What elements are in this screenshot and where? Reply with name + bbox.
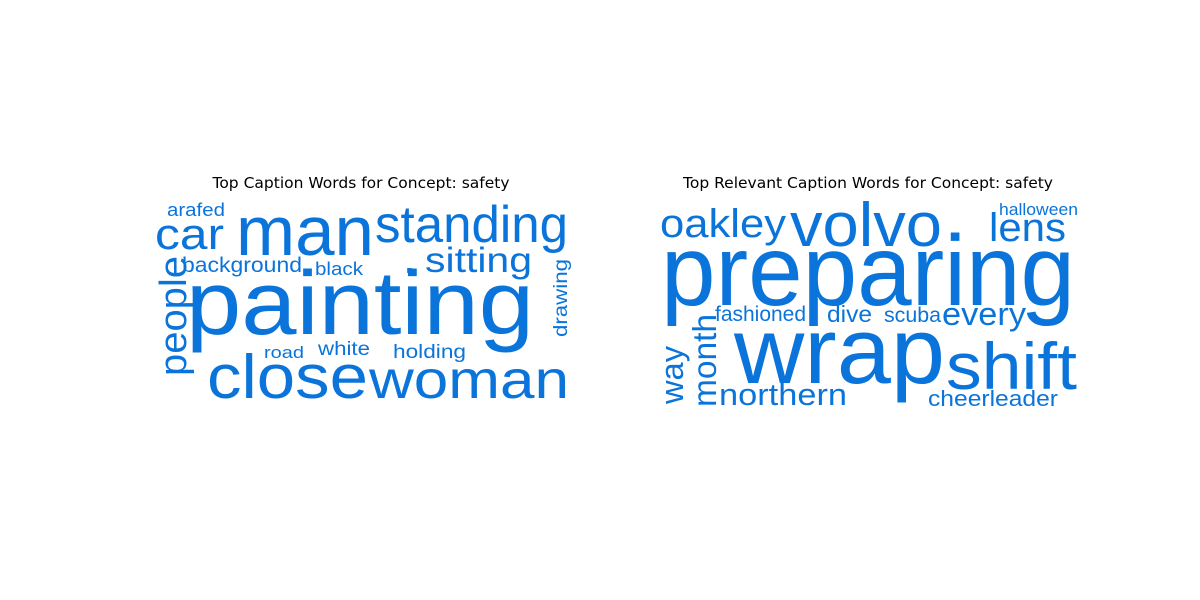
word-painting: painting — [186, 254, 534, 354]
word-period-right: . — [949, 205, 960, 247]
word-sitting: sitting — [425, 241, 532, 280]
word-black: black — [315, 259, 364, 279]
word-road: road — [264, 343, 304, 362]
cloud-title-left: Top Caption Words for Concept: safety — [212, 174, 510, 192]
word-standing: standing — [375, 196, 568, 254]
word-oakley: oakley — [660, 202, 786, 246]
word-wrap: wrap — [733, 298, 945, 403]
word-woman: woman — [368, 350, 569, 410]
word-people: people — [153, 256, 195, 376]
word-cheerleader: cheerleader — [928, 386, 1058, 411]
word-drawing: drawing — [551, 259, 572, 337]
word-month: month — [686, 314, 723, 407]
word-period-left-2: . — [403, 231, 416, 283]
word-shift: shift — [946, 329, 1077, 403]
word-preparing: preparing — [661, 215, 1075, 327]
word-northern: northern — [719, 377, 847, 412]
word-holding: holding — [393, 342, 466, 363]
word-halloween: halloween — [999, 200, 1078, 219]
word-fashioned: fashioned — [715, 303, 806, 326]
word-every: every — [942, 296, 1026, 332]
word-car: car — [155, 210, 224, 259]
word-white: white — [317, 339, 370, 360]
word-dive: dive — [827, 301, 872, 327]
word-scuba: scuba — [884, 304, 941, 327]
word-lens: lens — [989, 206, 1066, 250]
word-background: background — [182, 254, 302, 277]
cloud-title-right: Top Relevant Caption Words for Concept: … — [683, 174, 1053, 192]
word-close: close — [207, 343, 368, 412]
word-cloud-left: painting man standing close woman car pe… — [153, 192, 572, 412]
word-volvo: volvo — [790, 191, 942, 260]
word-way: way — [654, 346, 690, 405]
word-cloud-right: preparing wrap volvo shift oakley lens e… — [654, 191, 1078, 412]
word-arafed: arafed — [167, 200, 225, 220]
word-period-left-1: . — [301, 242, 311, 283]
word-man: man — [236, 192, 374, 270]
